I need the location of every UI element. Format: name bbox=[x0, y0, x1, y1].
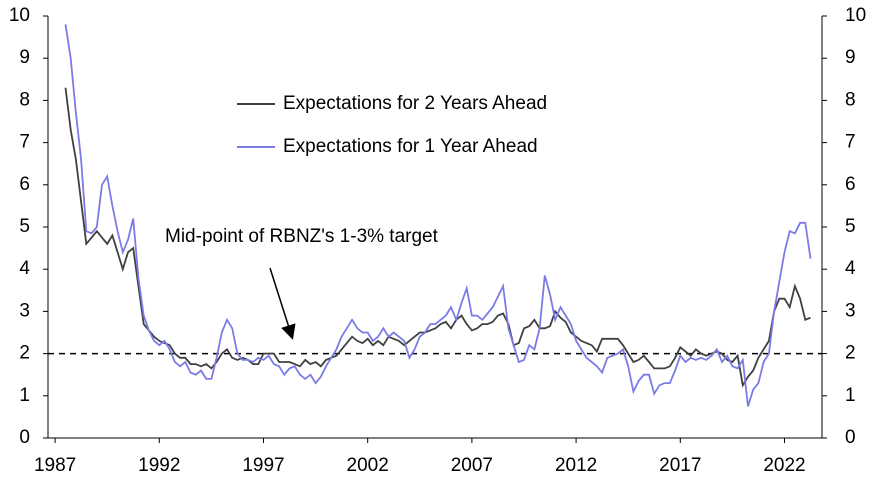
x-tick-label: 2017 bbox=[659, 455, 701, 476]
annotation: Mid-point of RBNZ's 1-3% target bbox=[165, 226, 439, 247]
legend-label: Expectations for 1 Year Ahead bbox=[283, 136, 538, 157]
x-tick-label: 1992 bbox=[138, 455, 180, 476]
annotation-arrow bbox=[269, 267, 296, 340]
y-tick-label: 7 bbox=[19, 132, 30, 153]
y-tick-label: 10 bbox=[9, 5, 30, 26]
y2-tick-label: 9 bbox=[845, 47, 856, 68]
y2-tick-label: 2 bbox=[845, 343, 856, 364]
series-line bbox=[64, 87, 811, 388]
y-tick-label: 2 bbox=[19, 343, 30, 364]
y2-tick-label: 10 bbox=[845, 5, 866, 26]
y2-tick-label: 1 bbox=[845, 385, 856, 406]
x-tick-label: 2007 bbox=[451, 455, 493, 476]
y2-tick-label: 4 bbox=[845, 258, 856, 279]
series-line bbox=[64, 24, 812, 407]
y2-tick-label: 0 bbox=[845, 427, 856, 448]
y2-tick-label: 3 bbox=[845, 300, 856, 321]
x-tick-label: 1987 bbox=[34, 455, 76, 476]
x-tick-label: 2012 bbox=[555, 455, 597, 476]
y-tick-label: 5 bbox=[19, 216, 30, 237]
y-tick-label: 0 bbox=[19, 427, 30, 448]
y-tick-label: 9 bbox=[19, 47, 30, 68]
y-tick-label: 4 bbox=[19, 258, 30, 279]
y-tick-label: 1 bbox=[19, 385, 30, 406]
y2-tick-label: 5 bbox=[845, 216, 856, 237]
x-tick-label: 2022 bbox=[763, 455, 805, 476]
y-tick-label: 3 bbox=[19, 300, 30, 321]
legend-label: Expectations for 2 Years Ahead bbox=[283, 93, 547, 114]
y-tick-label: 6 bbox=[19, 174, 30, 195]
y2-tick-label: 8 bbox=[845, 89, 856, 110]
x-tick-label: 2002 bbox=[347, 455, 389, 476]
y-tick-label: 8 bbox=[19, 89, 30, 110]
y2-tick-label: 7 bbox=[845, 132, 856, 153]
x-tick-label: 1997 bbox=[242, 455, 284, 476]
y2-tick-label: 6 bbox=[845, 174, 856, 195]
